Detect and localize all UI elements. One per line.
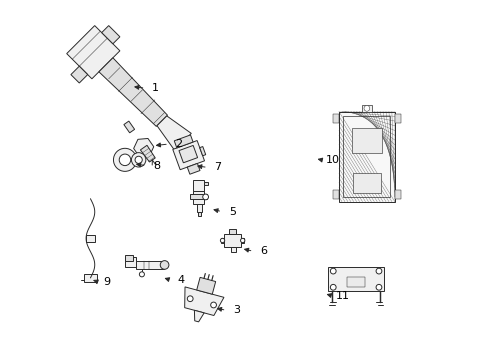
Polygon shape (123, 121, 134, 133)
Text: 4: 4 (177, 275, 184, 285)
Polygon shape (199, 147, 205, 156)
Polygon shape (174, 135, 193, 148)
Circle shape (131, 153, 145, 167)
Text: 9: 9 (103, 276, 110, 287)
Bar (125, 157, 139, 163)
Polygon shape (224, 234, 241, 247)
Bar (86, 235, 95, 242)
Polygon shape (194, 310, 203, 322)
Text: 11: 11 (335, 291, 349, 301)
Circle shape (330, 284, 335, 290)
Bar (352, 173, 380, 193)
Bar (346, 277, 365, 287)
Circle shape (135, 156, 142, 163)
Circle shape (210, 302, 216, 308)
Circle shape (187, 296, 193, 302)
Bar (394, 114, 401, 123)
Text: 10: 10 (325, 155, 339, 165)
Text: 6: 6 (260, 246, 266, 256)
Bar (332, 190, 338, 199)
Circle shape (375, 268, 381, 274)
Polygon shape (157, 116, 191, 150)
Polygon shape (99, 58, 167, 126)
Polygon shape (196, 277, 215, 294)
Polygon shape (71, 66, 87, 83)
Polygon shape (179, 138, 202, 161)
Bar (343, 116, 390, 197)
Bar (327, 267, 383, 291)
Polygon shape (241, 238, 244, 243)
Polygon shape (197, 204, 202, 212)
Bar (351, 128, 382, 153)
Text: 7: 7 (214, 162, 221, 172)
Polygon shape (189, 194, 206, 199)
Circle shape (119, 154, 130, 166)
Text: 5: 5 (228, 207, 235, 217)
Polygon shape (172, 140, 204, 170)
Polygon shape (136, 261, 163, 269)
Polygon shape (198, 212, 201, 216)
Polygon shape (187, 163, 200, 174)
Polygon shape (184, 287, 224, 315)
Bar (394, 190, 401, 199)
Polygon shape (66, 26, 120, 79)
Polygon shape (125, 257, 136, 267)
Circle shape (220, 238, 224, 243)
Circle shape (240, 238, 244, 243)
Bar (332, 114, 338, 123)
Circle shape (139, 272, 144, 277)
Polygon shape (179, 145, 197, 163)
Circle shape (375, 284, 381, 290)
Bar (338, 112, 394, 202)
Polygon shape (133, 139, 153, 157)
Polygon shape (192, 180, 204, 191)
Circle shape (363, 105, 369, 111)
Text: 1: 1 (152, 83, 159, 93)
Polygon shape (125, 255, 133, 261)
Polygon shape (102, 26, 120, 44)
Circle shape (160, 261, 168, 269)
Polygon shape (192, 191, 204, 204)
Text: 8: 8 (153, 161, 160, 171)
Polygon shape (204, 182, 208, 185)
Polygon shape (140, 145, 155, 162)
Circle shape (330, 268, 335, 274)
Text: 3: 3 (233, 305, 240, 315)
Polygon shape (220, 238, 224, 243)
Circle shape (113, 148, 136, 171)
Polygon shape (228, 229, 236, 234)
Bar (84, 274, 97, 282)
Text: 2: 2 (175, 139, 182, 149)
Bar (361, 105, 371, 112)
Circle shape (203, 194, 208, 200)
Polygon shape (230, 247, 236, 252)
